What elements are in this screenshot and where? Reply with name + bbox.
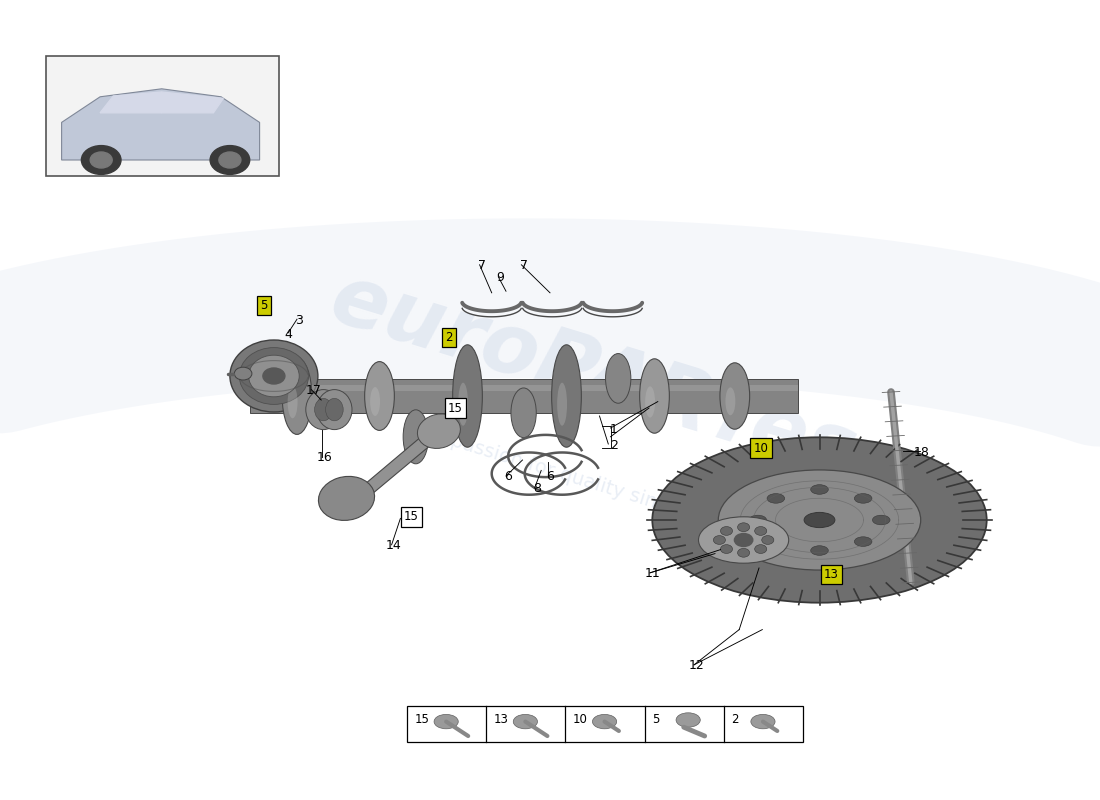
Circle shape [761,536,774,544]
Text: 11: 11 [645,567,660,580]
Circle shape [210,146,250,174]
Polygon shape [100,92,162,113]
Text: 2: 2 [609,439,618,452]
Text: 5: 5 [261,299,267,312]
Text: 16: 16 [317,451,332,464]
Ellipse shape [288,386,297,418]
Ellipse shape [606,354,631,403]
Polygon shape [62,89,260,160]
Circle shape [755,526,767,535]
Text: 17: 17 [306,384,321,397]
Text: 1: 1 [609,423,618,436]
Circle shape [755,545,767,554]
Text: 6: 6 [546,470,554,482]
Text: a passion for quality since 1985: a passion for quality since 1985 [431,426,735,534]
Circle shape [713,536,726,544]
Ellipse shape [720,362,750,429]
Bar [407,706,803,742]
Ellipse shape [652,438,987,602]
Text: 5: 5 [652,713,660,726]
Ellipse shape [458,382,468,426]
Ellipse shape [317,390,352,430]
Ellipse shape [645,386,656,418]
Ellipse shape [434,714,459,729]
Text: 3: 3 [295,314,304,326]
Circle shape [90,152,112,168]
Bar [46,56,279,176]
Ellipse shape [453,345,482,447]
Ellipse shape [767,537,784,546]
Ellipse shape [811,546,828,555]
Text: 7: 7 [519,259,528,272]
Ellipse shape [676,713,701,727]
Ellipse shape [698,517,789,563]
Text: 15: 15 [415,713,430,726]
Ellipse shape [282,358,312,434]
Ellipse shape [306,390,341,430]
Text: 14: 14 [386,539,402,552]
Ellipse shape [767,494,784,503]
Ellipse shape [726,387,736,415]
Ellipse shape [557,382,568,426]
Ellipse shape [718,470,921,570]
Text: 10: 10 [754,442,769,454]
Ellipse shape [249,355,299,397]
Text: 13: 13 [824,568,839,581]
Ellipse shape [811,485,828,494]
Text: 15: 15 [404,510,419,523]
Ellipse shape [872,515,890,525]
Ellipse shape [593,714,617,729]
Circle shape [720,526,733,535]
Text: 15: 15 [448,402,463,414]
Ellipse shape [551,345,581,447]
Text: 6: 6 [504,470,513,482]
Ellipse shape [370,387,381,416]
Text: 13: 13 [494,713,509,726]
Ellipse shape [514,714,538,729]
Bar [250,379,798,413]
Text: 9: 9 [496,271,505,284]
Bar [250,385,798,391]
Ellipse shape [855,537,872,546]
Ellipse shape [326,398,343,421]
Circle shape [234,367,252,380]
Ellipse shape [315,398,332,421]
Ellipse shape [230,340,318,412]
Ellipse shape [804,512,835,528]
Circle shape [738,549,750,557]
Polygon shape [162,92,223,113]
Ellipse shape [751,714,776,729]
Ellipse shape [510,388,537,438]
Text: 2: 2 [446,331,452,344]
Text: 10: 10 [573,713,588,726]
Circle shape [263,368,285,384]
Text: 8: 8 [532,482,541,494]
Ellipse shape [417,414,461,449]
Text: 2: 2 [732,713,739,726]
Text: 7: 7 [477,259,486,272]
Circle shape [734,533,754,547]
Ellipse shape [404,410,429,464]
Circle shape [219,152,241,168]
Circle shape [738,523,750,531]
Circle shape [720,545,733,554]
Ellipse shape [239,347,308,404]
Text: 12: 12 [689,659,704,672]
Polygon shape [343,426,444,508]
Ellipse shape [749,515,767,525]
Text: 4: 4 [284,328,293,341]
Ellipse shape [640,358,669,434]
Text: 18: 18 [914,446,929,458]
Text: euroPARTes: euroPARTes [321,258,867,494]
Circle shape [81,146,121,174]
Ellipse shape [318,476,375,521]
Ellipse shape [364,362,394,430]
Ellipse shape [855,494,872,503]
